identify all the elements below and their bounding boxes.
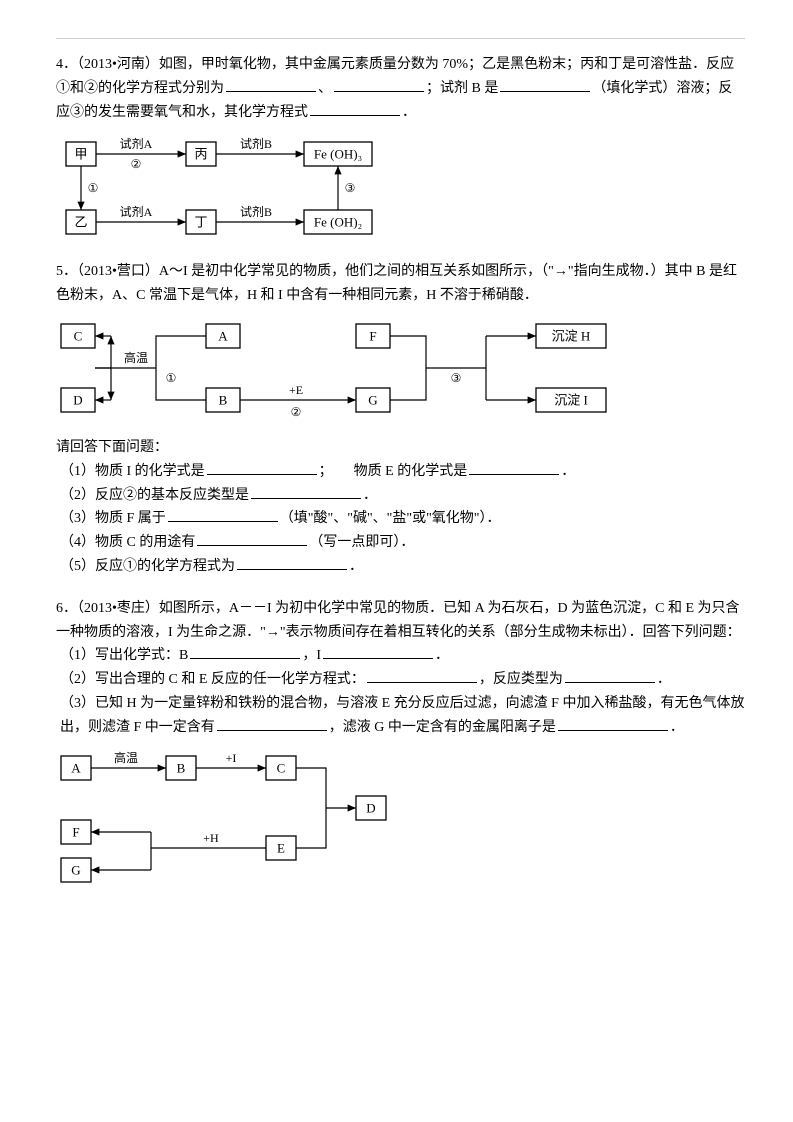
q5-box-A: A — [218, 328, 228, 343]
q4-source: （2013•河南） — [77, 57, 159, 72]
q5-circ2: ② — [291, 405, 302, 419]
q6-plusI: +I — [226, 751, 237, 765]
question-4: 4．（2013•河南）如图，甲时氧化物，其中金属元素质量分数为 70%；乙是黑色… — [56, 53, 745, 242]
q4-circ2: ② — [131, 157, 142, 171]
q4-reagentB-bot: 试剂B — [240, 204, 272, 219]
q5-blank4 — [168, 507, 278, 522]
q4-box-bing: 丙 — [194, 147, 207, 162]
q6-blank6 — [558, 716, 668, 731]
q5-part5: （5）反应①的化学方程式为 ． — [60, 555, 745, 579]
q5-blank5 — [197, 531, 307, 546]
q5-p3b: （填"酸"、"碱"、"盐"或"氧化物"）． — [280, 511, 501, 526]
q5-box-H: 沉淀 H — [552, 328, 591, 343]
q4-box-yi: 乙 — [74, 215, 87, 230]
q5-box-B: B — [219, 392, 228, 407]
q5-p1c: ． — [561, 464, 575, 479]
top-rule — [56, 38, 745, 39]
q5-blank1 — [207, 460, 317, 475]
q6-box-A: A — [71, 760, 81, 775]
q6-box-C: C — [277, 760, 286, 775]
q5-p5b: ． — [349, 559, 363, 574]
q5-part4: （4）物质 C 的用途有 （写一点即可）． — [60, 531, 745, 555]
q6-part3: （3）已知 H 为一定量锌粉和铁粉的混合物，与溶液 E 充分反应后过滤，向滤渣 … — [60, 692, 745, 740]
q4-blank2 — [334, 77, 424, 92]
q6-number: 6． — [56, 601, 77, 616]
q5-prompt: 请回答下面问题： — [56, 436, 745, 460]
q5-p1b: ； 物质 E 的化学式是 — [319, 464, 468, 479]
q6-source: （2013•枣庄） — [77, 601, 159, 616]
q4-blank3 — [500, 77, 590, 92]
q6-box-G: G — [71, 862, 80, 877]
q5-p4b: （写一点即可）． — [309, 535, 414, 550]
q4-blank4 — [310, 101, 400, 116]
q5-p2b: ． — [363, 488, 377, 503]
q6-box-D: D — [366, 800, 375, 815]
q4-box-ding: 丁 — [194, 215, 207, 230]
q5-p2a: （2）反应②的基本反应类型是 — [60, 488, 249, 503]
q5-part2: （2）反应②的基本反应类型是 ． — [60, 484, 745, 508]
q4-number: 4． — [56, 57, 77, 72]
q6-part2: （2）写出合理的 C 和 E 反应的任一化学方程式： ，反应类型为 ． — [60, 668, 745, 692]
q6-diagram: .bx6{fill:#fff;stroke:#000;stroke-width:… — [56, 748, 416, 888]
q5-box-C: C — [74, 328, 83, 343]
q4-blank1 — [226, 77, 316, 92]
q6-p1b: ，I — [302, 648, 321, 663]
q6-blank2 — [323, 644, 433, 659]
q4-text5: ． — [402, 105, 416, 120]
q6-box-B: B — [177, 760, 186, 775]
q5-diagram: .bx5{fill:#fff;stroke:#000;stroke-width:… — [56, 316, 676, 426]
q6-text1: 如图所示，A－－I 为初中化学中常见的物质．已知 A 为石灰石，D 为蓝色沉淀，… — [56, 601, 741, 640]
q5-p3a: （3）物质 F 属于 — [60, 511, 166, 526]
q5-blank6 — [237, 555, 347, 570]
q5-source: （2013•营口） — [77, 264, 159, 279]
q6-hightemp: 高温 — [114, 750, 138, 765]
q6-p3c: ． — [670, 720, 684, 735]
q6-p2b: ，反应类型为 — [479, 672, 563, 687]
q5-box-G: G — [368, 392, 377, 407]
q5-blank2 — [469, 460, 559, 475]
q5-blank3 — [251, 484, 361, 499]
q6-p2c: ． — [657, 672, 671, 687]
q4-reagentB-top: 试剂B — [240, 136, 272, 151]
q6-blank5 — [217, 716, 327, 731]
q6-box-F: F — [72, 824, 79, 839]
q5-part1: （1）物质 I 的化学式是 ； 物质 E 的化学式是 ． — [60, 460, 745, 484]
q5-circ1: ① — [166, 371, 177, 385]
q5-p1a: （1）物质 I 的化学式是 — [60, 464, 205, 479]
q6-p1a: （1）写出化学式：B — [60, 648, 188, 663]
q5-box-F: F — [369, 328, 376, 343]
q6-p1c: ． — [435, 648, 449, 663]
q5-text1: A～I 是初中化学常见的物质，他们之间的相互关系如图所示，（"→"指向生成物．）… — [56, 264, 737, 303]
q4-circ3: ③ — [345, 181, 356, 195]
q4-text2: 、 — [318, 81, 332, 96]
q4-reagentA-bot: 试剂A — [120, 204, 153, 219]
q5-circ3: ③ — [451, 371, 462, 385]
q6-plusH: +H — [203, 831, 219, 845]
q4-circ1: ① — [88, 181, 99, 195]
q4-box-jia: 甲 — [74, 147, 87, 162]
question-6: 6．（2013•枣庄）如图所示，A－－I 为初中化学中常见的物质．已知 A 为石… — [56, 597, 745, 888]
q6-box-E: E — [277, 840, 285, 855]
q4-box-feoh3: Fe (OH)₃ — [314, 147, 362, 162]
question-5: 5．（2013•营口）A～I 是初中化学常见的物质，他们之间的相互关系如图所示，… — [56, 260, 745, 578]
q5-plusE: +E — [289, 383, 303, 397]
q6-blank3 — [367, 668, 477, 683]
q4-reagentA-top: 试剂A — [120, 136, 153, 151]
q6-blank4 — [565, 668, 655, 683]
q6-part1: （1）写出化学式：B ，I ． — [60, 644, 745, 668]
q6-p3b: ，滤液 G 中一定含有的金属阳离子是 — [329, 720, 556, 735]
q4-diagram: .bx{fill:#fff;stroke:#000;stroke-width:1… — [56, 132, 426, 242]
q5-box-D: D — [73, 392, 82, 407]
q6-blank1 — [190, 644, 300, 659]
q6-p2a: （2）写出合理的 C 和 E 反应的任一化学方程式： — [60, 672, 365, 687]
q5-part3: （3）物质 F 属于 （填"酸"、"碱"、"盐"或"氧化物"）． — [60, 507, 745, 531]
q4-text3: ；试剂 B 是 — [426, 81, 498, 96]
q5-p4a: （4）物质 C 的用途有 — [60, 535, 195, 550]
q5-p5a: （5）反应①的化学方程式为 — [60, 559, 235, 574]
q5-hightemp: 高温 — [124, 350, 148, 365]
q5-number: 5． — [56, 264, 77, 279]
q4-box-feoh2: Fe (OH)₂ — [314, 215, 362, 230]
q5-box-I: 沉淀 I — [554, 392, 588, 407]
